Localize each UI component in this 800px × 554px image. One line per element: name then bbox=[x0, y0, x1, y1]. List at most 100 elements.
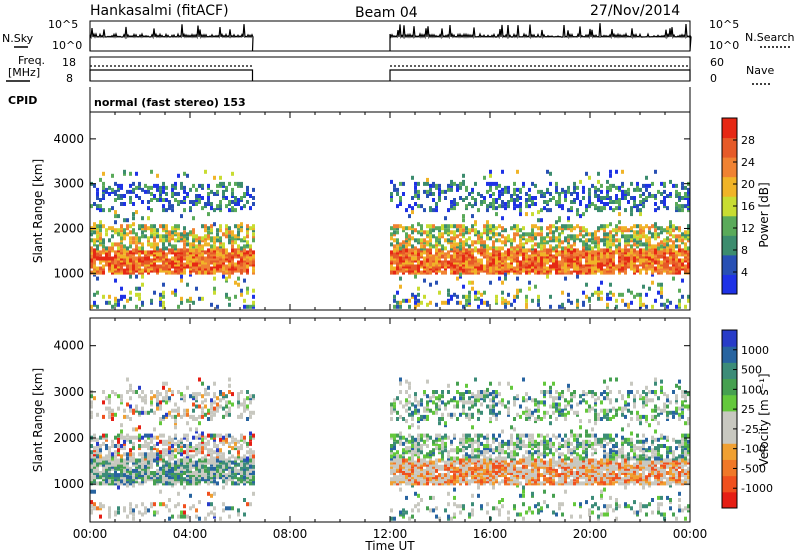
power-cell bbox=[516, 264, 519, 269]
power-cell bbox=[201, 268, 204, 273]
power-cell bbox=[195, 286, 198, 291]
velocity-cell bbox=[228, 471, 231, 475]
power-cell bbox=[135, 171, 138, 176]
power-cell bbox=[663, 254, 666, 259]
power-cell bbox=[516, 194, 519, 198]
power-cell bbox=[480, 258, 483, 263]
power-cell bbox=[192, 228, 195, 233]
power-cell bbox=[579, 238, 582, 243]
power-cell bbox=[495, 268, 498, 273]
power-cell bbox=[675, 250, 678, 255]
velocity-cell bbox=[96, 475, 99, 480]
power-cell bbox=[558, 260, 561, 265]
velocity-cell bbox=[435, 514, 438, 519]
velocity-cell bbox=[228, 462, 231, 467]
power-cell bbox=[219, 204, 222, 209]
velocity-cell bbox=[144, 398, 147, 403]
power-cell bbox=[516, 244, 519, 249]
power-cell bbox=[426, 262, 429, 267]
power-cell bbox=[162, 224, 165, 229]
power-cell bbox=[171, 204, 174, 209]
power-cell bbox=[216, 228, 219, 233]
power-cell bbox=[108, 266, 111, 271]
velocity-cell bbox=[420, 473, 423, 478]
power-cell bbox=[465, 238, 468, 243]
velocity-cell bbox=[165, 414, 168, 419]
velocity-cell bbox=[180, 437, 183, 442]
power-cell bbox=[219, 248, 222, 253]
power-cell bbox=[477, 296, 480, 301]
velocity-cell bbox=[153, 394, 156, 399]
velocity-cell bbox=[447, 466, 450, 471]
power-cell bbox=[144, 224, 147, 229]
velocity-cell bbox=[426, 444, 429, 448]
velocity-cell bbox=[219, 468, 222, 473]
power-cell bbox=[438, 290, 441, 295]
velocity-cell bbox=[141, 406, 144, 411]
power-cell bbox=[627, 200, 630, 204]
power-cell bbox=[576, 192, 579, 196]
power-cell bbox=[471, 268, 474, 273]
power-cell bbox=[171, 256, 174, 261]
power-cell bbox=[123, 169, 126, 174]
power-cell bbox=[111, 246, 114, 251]
power-cell bbox=[678, 268, 681, 273]
power-cell bbox=[216, 183, 219, 188]
velocity-cell bbox=[252, 394, 255, 399]
power-cell bbox=[216, 266, 219, 271]
velocity-cell bbox=[417, 425, 420, 430]
velocity-cell bbox=[153, 510, 156, 515]
velocity-cell bbox=[126, 468, 129, 473]
velocity-cell bbox=[159, 392, 162, 397]
velocity-cell bbox=[144, 510, 147, 515]
power-cell bbox=[162, 246, 165, 251]
velocity-cell bbox=[132, 512, 135, 517]
power-cell bbox=[129, 230, 132, 235]
power-cell bbox=[483, 242, 486, 247]
velocity-cell bbox=[447, 514, 450, 519]
velocity-cell bbox=[186, 479, 189, 484]
velocity-cell bbox=[201, 431, 204, 436]
power-cell bbox=[243, 304, 246, 309]
power-cell bbox=[168, 268, 171, 273]
velocity-cell bbox=[180, 444, 183, 448]
power-cell bbox=[477, 262, 480, 267]
power-cell bbox=[231, 171, 234, 176]
velocity-cell bbox=[447, 454, 450, 459]
velocity-cell bbox=[225, 458, 228, 463]
velocity-cell bbox=[129, 475, 132, 480]
power-cell bbox=[192, 234, 195, 239]
power-cell bbox=[396, 246, 399, 251]
power-cell bbox=[639, 208, 642, 213]
velocity-cell bbox=[123, 414, 126, 419]
velocity-cell bbox=[438, 475, 441, 480]
velocity-cell bbox=[249, 435, 252, 440]
velocity-cell bbox=[180, 510, 183, 515]
power-cell bbox=[117, 298, 120, 303]
power-cell bbox=[243, 278, 246, 283]
velocity-cell bbox=[222, 454, 225, 459]
velocity-cell bbox=[402, 460, 405, 465]
velocity-cell bbox=[93, 437, 96, 442]
velocity-cell bbox=[213, 460, 216, 465]
velocity-cell bbox=[198, 404, 201, 409]
power-cell bbox=[120, 254, 123, 259]
power-cell bbox=[438, 268, 441, 273]
velocity-cell bbox=[243, 454, 246, 459]
power-cell bbox=[138, 292, 141, 297]
velocity-cell bbox=[402, 479, 405, 484]
power-cell bbox=[411, 264, 414, 269]
power-cell bbox=[150, 169, 153, 174]
velocity-cell bbox=[105, 437, 108, 442]
power-cell bbox=[147, 268, 150, 273]
power-cell bbox=[453, 181, 456, 186]
velocity-cell bbox=[129, 458, 132, 463]
velocity-cell bbox=[432, 475, 435, 480]
power-colorbar bbox=[722, 118, 737, 295]
power-cell bbox=[453, 270, 456, 275]
power-cell bbox=[459, 254, 462, 259]
power-cell bbox=[615, 206, 618, 211]
power-cell bbox=[639, 194, 642, 198]
velocity-cell bbox=[96, 468, 99, 473]
power-cell bbox=[459, 181, 462, 186]
